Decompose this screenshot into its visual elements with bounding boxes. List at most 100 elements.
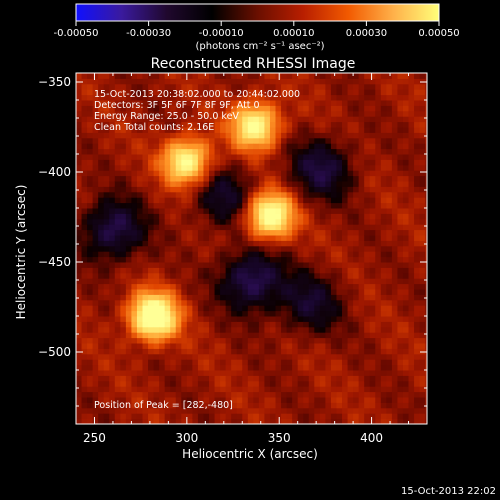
heatmap-cell [364, 321, 371, 328]
heatmap-cell [203, 127, 210, 133]
heatmap-cell [419, 154, 426, 160]
heatmap-cell [231, 240, 238, 247]
heatmap-cell [242, 78, 249, 85]
heatmap-cell [186, 100, 193, 106]
heatmap-cell [220, 154, 227, 160]
heatmap-cell [397, 256, 404, 263]
heatmap-cell [414, 289, 421, 295]
heatmap-cell [131, 240, 138, 247]
heatmap-cell [408, 251, 415, 258]
heatmap-cell [314, 262, 321, 268]
heatmap-cell [214, 391, 221, 398]
heatmap-cell [203, 89, 210, 96]
heatmap-cell [342, 348, 349, 355]
heatmap-cell [375, 235, 382, 241]
heatmap-cell [81, 170, 88, 177]
heatmap-cell [247, 229, 254, 236]
heatmap-cell [336, 294, 343, 301]
heatmap-cell [358, 164, 365, 171]
heatmap-cell [319, 170, 326, 177]
heatmap-cell [236, 321, 243, 328]
heatmap-cell [242, 213, 249, 220]
heatmap-cell [319, 191, 326, 198]
heatmap-cell [159, 213, 166, 220]
heatmap-cell [397, 213, 404, 220]
heatmap-cell [197, 240, 204, 247]
heatmap-cell [308, 321, 315, 328]
heatmap-cell [81, 245, 88, 252]
heatmap-cell [303, 289, 310, 295]
heatmap-cell [220, 305, 227, 312]
heatmap-cell [247, 245, 254, 252]
heatmap-cell [258, 321, 265, 328]
heatmap-cell [170, 164, 177, 171]
heatmap-cell [192, 218, 199, 225]
heatmap-cell [87, 127, 94, 133]
heatmap-cell [408, 305, 415, 312]
heatmap-cell [314, 197, 321, 204]
heatmap-cell [197, 386, 204, 393]
heatmap-cell [214, 272, 221, 279]
heatmap-cell [231, 299, 238, 306]
heatmap-cell [197, 256, 204, 263]
heatmap-cell [236, 272, 243, 279]
heatmap-cell [369, 159, 376, 166]
heatmap-cell [231, 83, 238, 90]
heatmap-cell [314, 299, 321, 306]
heatmap-cell [258, 89, 265, 96]
heatmap-cell [308, 170, 315, 177]
heatmap-cell [136, 218, 144, 225]
heatmap-cell [297, 83, 304, 90]
heatmap-cell [386, 208, 393, 214]
heatmap-cell [258, 132, 265, 139]
heatmap-cell [114, 343, 121, 349]
heatmap-cell [197, 224, 204, 231]
heatmap-cell [159, 386, 166, 393]
heatmap-cell [92, 218, 99, 225]
heatmap-cell [164, 272, 171, 279]
heatmap-cell [253, 267, 260, 274]
heatmap-cell [186, 186, 193, 193]
heatmap-cell [181, 132, 188, 139]
heatmap-cell [297, 380, 304, 387]
heatmap-cell [358, 343, 365, 349]
heatmap-cell [402, 343, 410, 349]
heatmap-cell [231, 245, 238, 252]
heatmap-cell [109, 78, 116, 85]
heatmap-cell [214, 386, 221, 393]
heatmap-cell [358, 148, 365, 155]
heatmap-cell [336, 137, 343, 144]
heatmap-cell [103, 170, 110, 177]
heatmap-cell [297, 251, 304, 258]
heatmap-cell [425, 359, 427, 366]
heatmap-cell [109, 256, 116, 263]
heatmap-cell [136, 326, 144, 333]
heatmap-cell [303, 240, 310, 247]
heatmap-cell [203, 289, 210, 295]
heatmap-cell [247, 202, 254, 209]
heatmap-cell [242, 380, 249, 387]
heatmap-cell [76, 353, 83, 360]
heatmap-cell [325, 278, 332, 285]
heatmap-cell [186, 121, 193, 128]
heatmap-cell [131, 332, 138, 339]
heatmap-cell [364, 316, 371, 322]
heatmap-cell [347, 78, 354, 85]
heatmap-cell [236, 132, 243, 139]
heatmap-cell [225, 186, 232, 193]
heatmap-cell [170, 397, 177, 403]
heatmap-cell [303, 359, 310, 366]
heatmap-cell [225, 251, 232, 258]
heatmap-cell [364, 229, 371, 236]
heatmap-cell [408, 224, 415, 231]
heatmap-cell [303, 143, 310, 150]
heatmap-cell [281, 375, 288, 382]
heatmap-cell [386, 78, 393, 85]
heatmap-cell [136, 370, 144, 376]
heatmap-cell [386, 321, 393, 328]
heatmap-cell [275, 89, 282, 96]
heatmap-cell [314, 235, 321, 241]
heatmap-cell [308, 235, 315, 241]
heatmap-cell [408, 181, 415, 187]
heatmap-cell [247, 294, 254, 301]
